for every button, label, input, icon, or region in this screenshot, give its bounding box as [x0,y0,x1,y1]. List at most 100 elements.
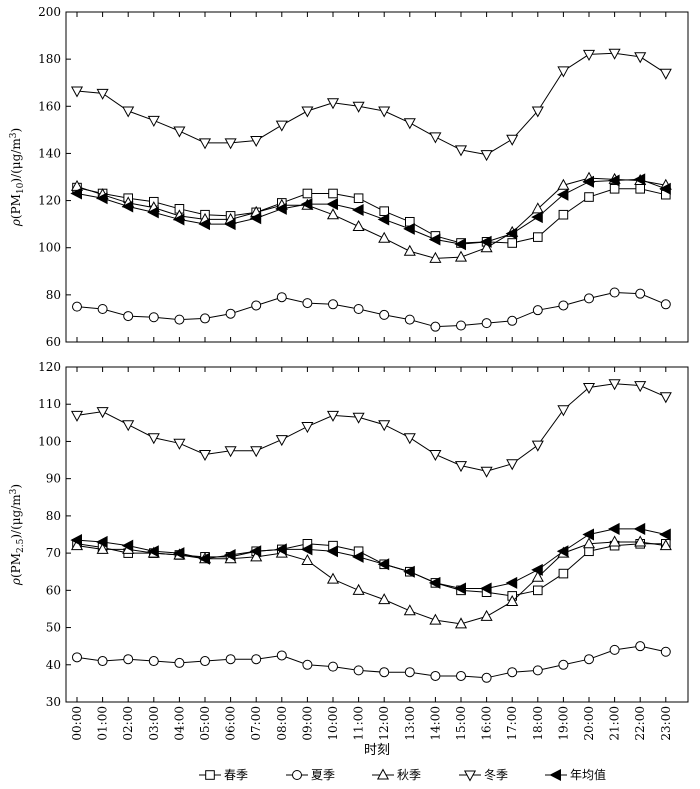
data-point [659,392,672,404]
data-point [352,412,365,424]
data-point [403,244,416,256]
legend-label: 年均值 [570,767,606,782]
data-point [558,209,569,220]
data-point [70,539,84,551]
data-point [96,407,109,419]
data-point [224,446,237,458]
data-point [379,309,390,320]
legend-label: 冬季 [484,767,508,782]
series-秋季 [70,535,672,629]
data-point [378,231,391,243]
data-point [377,213,390,226]
y-tick-label: 180 [38,52,61,66]
data-point [403,604,416,616]
data-point [558,568,569,579]
x-tick-label: 22:00 [633,706,647,741]
data-point [379,206,389,216]
data-point [428,233,441,246]
data-point [301,106,314,118]
data-point [454,250,468,262]
data-point [403,118,416,130]
x-tick-label: 06:00 [224,706,238,741]
data-point [148,312,159,323]
data-point [403,565,415,578]
x-tick-label: 12:00 [377,706,391,741]
data-point [507,238,517,248]
data-point [121,539,134,552]
data-point [531,211,543,224]
data-point [96,535,108,548]
data-point [531,106,544,118]
x-tick-label: 00:00 [70,706,84,741]
data-point [454,238,466,251]
data-point [430,670,441,681]
data-point [70,534,82,547]
x-tick-label: 11:00 [352,706,366,741]
x-tick-label: 07:00 [249,706,263,741]
data-point [556,545,569,558]
data-point [326,410,340,422]
data-point [635,288,646,299]
data-point [454,145,468,157]
data-point [249,212,262,225]
data-point [72,301,82,312]
x-tick-label: 04:00 [172,706,186,741]
data-point [481,318,492,329]
data-point [533,585,543,596]
legend-marker [376,768,390,780]
data-point [660,646,671,657]
series-line [76,383,666,472]
data-point [377,558,390,571]
data-point [505,576,518,589]
data-point [634,535,647,547]
series-春季 [72,182,671,248]
data-point [148,656,159,667]
data-point [328,661,338,672]
data-point [275,202,287,215]
y-tick-label: 90 [46,472,61,486]
data-point [251,654,262,665]
data-point [378,106,391,118]
legend-label: 秋季 [397,768,421,782]
y-tick-label: 200 [38,5,61,19]
data-point [634,52,647,64]
data-point [532,665,543,676]
data-point [302,659,313,670]
x-tick-label: 08:00 [275,706,289,741]
data-point [584,654,594,665]
data-point [609,287,620,298]
data-point [608,174,620,187]
data-point [96,88,109,100]
data-point [251,300,262,311]
data-point [480,150,493,162]
series-line [76,291,666,328]
data-point [404,667,415,678]
data-point [582,528,594,541]
y-tick-label: 60 [46,583,61,597]
data-point [582,175,594,188]
data-point [326,545,338,558]
data-point [224,138,237,150]
y-tick-label: 100 [38,434,61,448]
series-line [76,528,666,589]
data-point [250,446,263,458]
data-point [122,106,135,118]
data-point [454,582,466,595]
data-point [558,659,569,670]
data-point [250,550,263,562]
data-point [531,563,543,576]
data-point [328,299,338,310]
data-point [633,173,646,186]
data-point [326,98,340,110]
data-point [429,251,442,263]
data-point [300,198,313,211]
data-point [352,583,365,595]
data-point [454,617,468,629]
y-tick-label: 80 [46,509,61,523]
data-point [480,235,492,248]
data-point [532,305,543,316]
legend-label: 夏季 [311,768,335,782]
series-年均值 [70,522,671,595]
